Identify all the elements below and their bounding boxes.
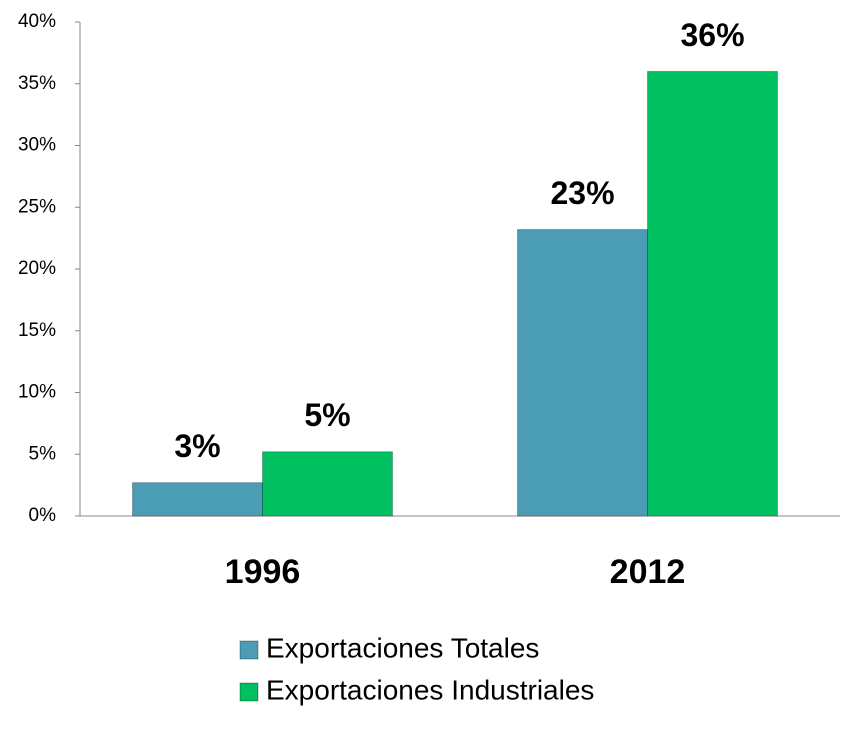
bar — [132, 482, 263, 517]
legend-label: Exportaciones Industriales — [266, 674, 594, 705]
x-tick-label: 1996 — [225, 553, 301, 591]
legend-swatch — [239, 640, 259, 660]
value-label: 36% — [680, 17, 744, 53]
legend-swatch — [239, 682, 259, 702]
y-tick-label: 0% — [29, 505, 57, 526]
legend-label: Exportaciones Totales — [266, 632, 539, 663]
y-tick-label: 20% — [18, 258, 56, 279]
value-label: 3% — [174, 428, 220, 464]
y-tick-label: 5% — [29, 443, 57, 464]
bar — [262, 451, 393, 517]
y-tick-label: 35% — [18, 73, 56, 94]
bar — [647, 70, 778, 517]
y-tick-label: 40% — [18, 11, 56, 32]
y-tick-label: 25% — [18, 196, 56, 217]
value-label: 5% — [304, 397, 350, 433]
y-tick-label: 30% — [18, 135, 56, 156]
bar — [517, 228, 648, 517]
x-tick-label: 2012 — [610, 553, 686, 591]
y-tick-label: 15% — [18, 320, 56, 341]
y-tick-label: 10% — [18, 382, 56, 403]
value-label: 23% — [550, 175, 614, 211]
